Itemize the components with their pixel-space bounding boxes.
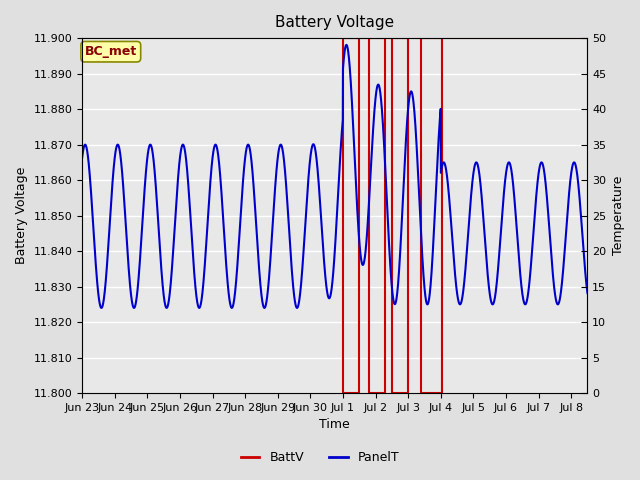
Y-axis label: Temperature: Temperature — [612, 176, 625, 255]
Title: Battery Voltage: Battery Voltage — [275, 15, 394, 30]
Legend: BattV, PanelT: BattV, PanelT — [236, 446, 404, 469]
Bar — [421, 38, 442, 393]
Bar — [343, 38, 359, 393]
Bar — [392, 38, 408, 393]
Text: BC_met: BC_met — [84, 45, 137, 58]
X-axis label: Time: Time — [319, 419, 350, 432]
Bar — [369, 38, 385, 393]
Y-axis label: Battery Voltage: Battery Voltage — [15, 167, 28, 264]
